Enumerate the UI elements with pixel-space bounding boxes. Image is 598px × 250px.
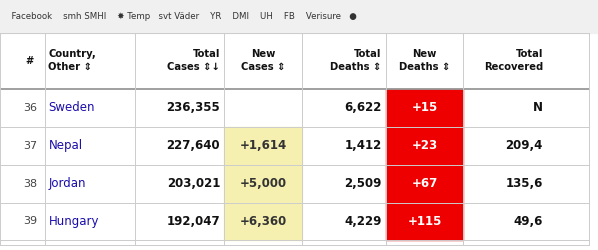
Bar <box>386 127 463 165</box>
Bar <box>0 0 598 32</box>
Text: 37: 37 <box>23 141 37 151</box>
Text: New
Cases ⇕: New Cases ⇕ <box>241 49 285 72</box>
Text: 209,4: 209,4 <box>506 139 543 152</box>
Text: +67: +67 <box>411 177 438 190</box>
Text: +15: +15 <box>411 101 438 114</box>
Text: 4,229: 4,229 <box>344 215 382 228</box>
Text: #: # <box>26 56 34 66</box>
Text: 36: 36 <box>23 103 37 113</box>
Bar <box>386 202 463 240</box>
Text: Total
Deaths ⇕: Total Deaths ⇕ <box>330 49 382 72</box>
Text: N: N <box>533 101 543 114</box>
Text: 49,6: 49,6 <box>514 215 543 228</box>
Text: New
Deaths ⇕: New Deaths ⇕ <box>399 49 450 72</box>
Text: 236,355: 236,355 <box>166 101 220 114</box>
Bar <box>386 165 463 202</box>
Bar <box>0 240 589 245</box>
Text: 38: 38 <box>23 178 37 188</box>
Text: 6,622: 6,622 <box>344 101 382 114</box>
Text: 203,021: 203,021 <box>167 177 220 190</box>
Text: Hungary: Hungary <box>48 215 99 228</box>
Text: Sweden: Sweden <box>48 101 95 114</box>
Bar <box>224 165 302 202</box>
Text: Country,
Other ⇕: Country, Other ⇕ <box>48 49 96 72</box>
Text: 227,640: 227,640 <box>166 139 220 152</box>
Bar <box>0 89 589 127</box>
Text: Facebook    smh SMHI    ✸ Temp   svt Väder    YR    DMI    UH    FB    Verisure : Facebook smh SMHI ✸ Temp svt Väder YR DM… <box>6 12 357 21</box>
Text: Nepal: Nepal <box>48 139 83 152</box>
Bar <box>0 202 589 240</box>
Text: 2,509: 2,509 <box>344 177 382 190</box>
Text: +6,360: +6,360 <box>239 215 287 228</box>
Bar <box>386 89 463 127</box>
Text: 192,047: 192,047 <box>166 215 220 228</box>
Bar <box>0 165 589 202</box>
Text: Total
Recovered: Total Recovered <box>484 49 543 72</box>
Text: +5,000: +5,000 <box>240 177 286 190</box>
Bar <box>224 127 302 165</box>
Text: +115: +115 <box>407 215 442 228</box>
Text: +1,614: +1,614 <box>239 139 287 152</box>
Bar <box>224 202 302 240</box>
Text: 135,6: 135,6 <box>506 177 543 190</box>
Text: +23: +23 <box>411 139 438 152</box>
Text: 39: 39 <box>23 216 37 226</box>
Text: Total
Cases ⇕↓: Total Cases ⇕↓ <box>167 49 220 72</box>
Text: 1,412: 1,412 <box>344 139 382 152</box>
Text: Jordan: Jordan <box>48 177 86 190</box>
Bar <box>0 127 589 165</box>
